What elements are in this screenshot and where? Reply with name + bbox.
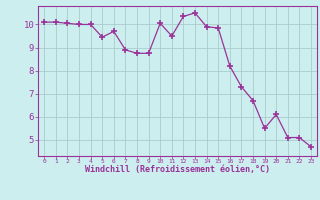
X-axis label: Windchill (Refroidissement éolien,°C): Windchill (Refroidissement éolien,°C) (85, 165, 270, 174)
